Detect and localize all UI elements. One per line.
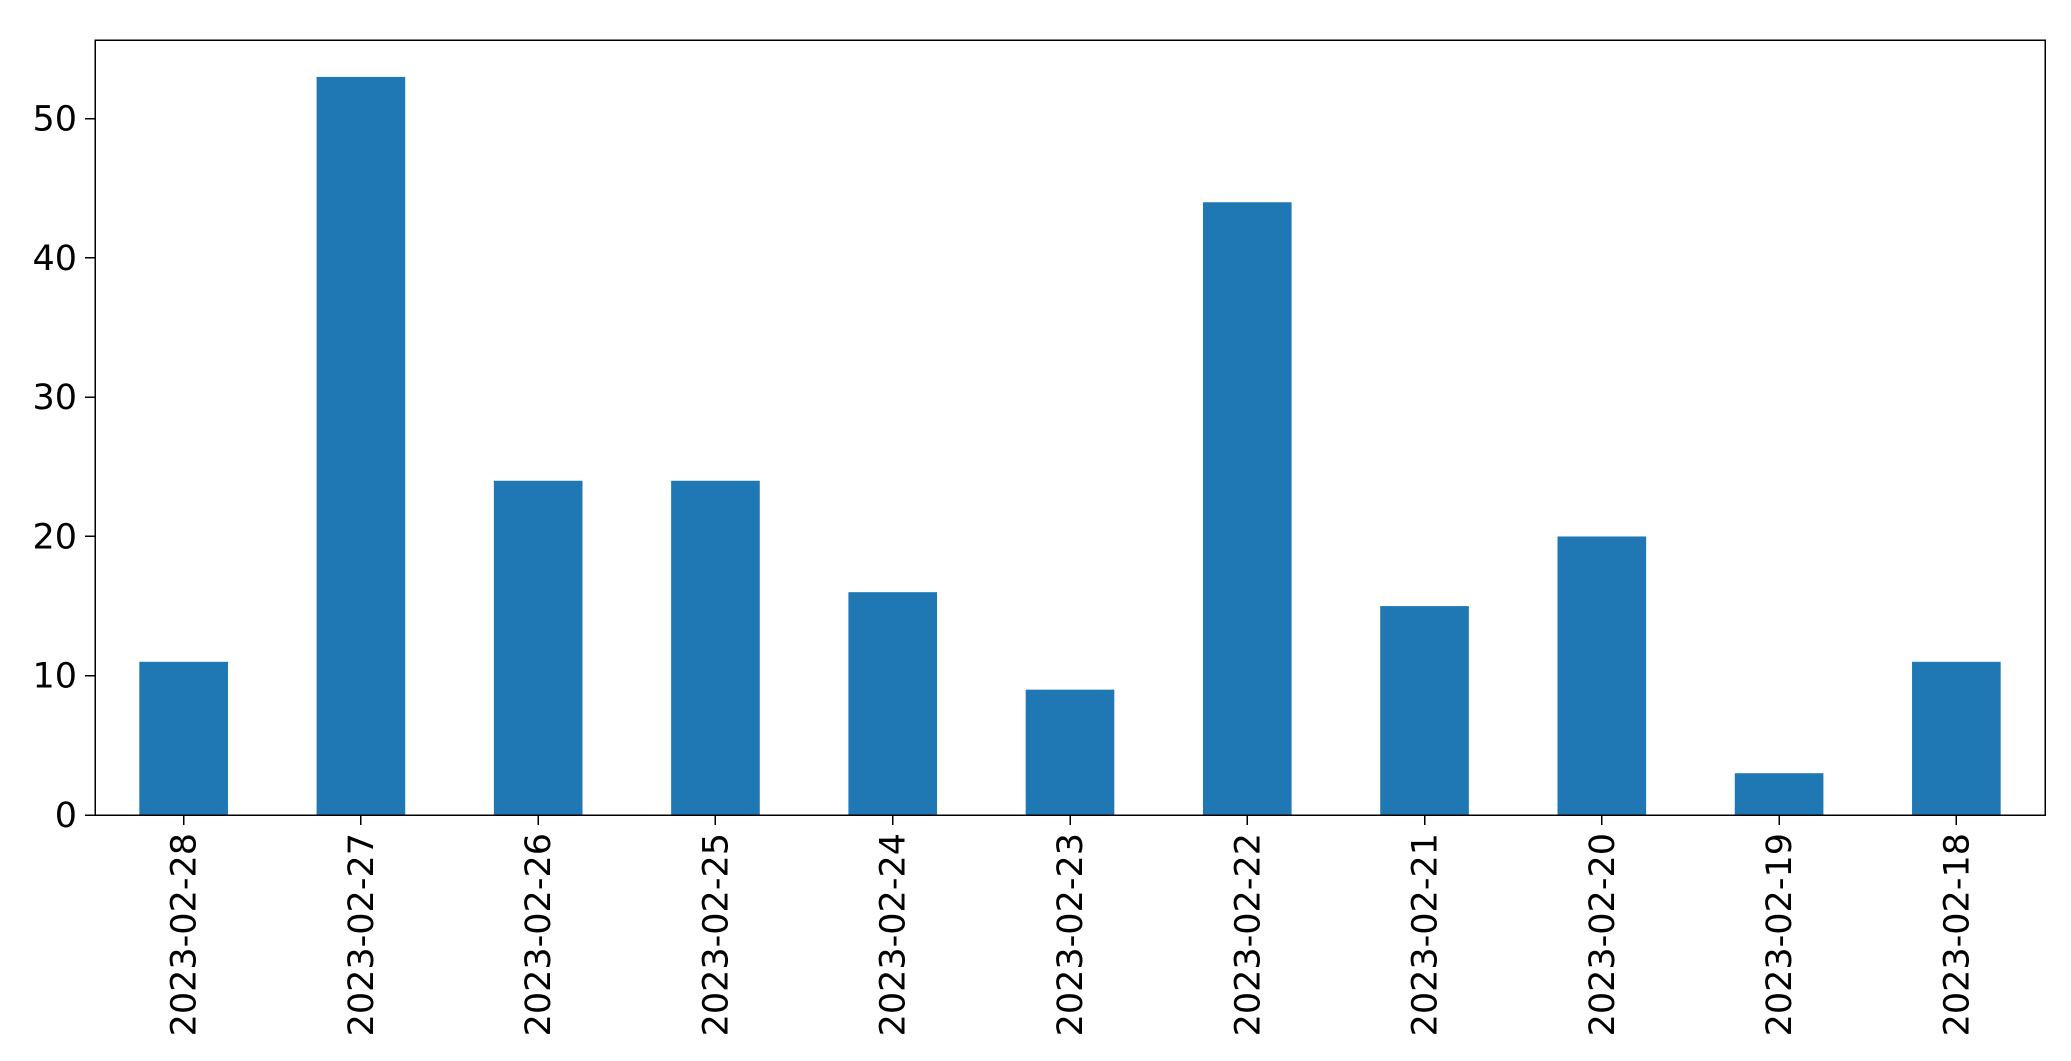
x-tick-label: 2023-02-18 bbox=[1937, 833, 1977, 1036]
y-tick-label: 30 bbox=[32, 378, 77, 418]
bar-2023-02-18 bbox=[1912, 661, 2001, 815]
bar-2023-02-23 bbox=[1025, 689, 1115, 815]
bar-2023-02-20 bbox=[1557, 536, 1647, 815]
x-tick-label: 2023-02-24 bbox=[874, 833, 914, 1036]
bar-2023-02-22 bbox=[1202, 202, 1292, 815]
x-axis: 2023-02-28 2023-02-27 2023-02-26 2023-02-25… bbox=[165, 815, 1977, 1036]
bar-2023-02-26 bbox=[493, 480, 583, 815]
x-tick-label: 2023-02-23 bbox=[1051, 833, 1091, 1036]
y-tick-label: 20 bbox=[32, 517, 77, 557]
bar-2023-02-24 bbox=[848, 592, 938, 815]
x-tick-label: 2023-02-25 bbox=[696, 833, 736, 1036]
y-tick-label: 50 bbox=[32, 100, 77, 140]
bar-2023-02-19 bbox=[1734, 773, 1824, 815]
bar-2023-02-28 bbox=[139, 661, 228, 815]
y-tick-label: 0 bbox=[55, 796, 77, 836]
y-tick-label: 10 bbox=[32, 657, 77, 697]
plot-frame bbox=[94, 39, 2046, 816]
x-tick-label: 2023-02-22 bbox=[1228, 833, 1268, 1036]
bar-2023-02-25 bbox=[671, 480, 760, 815]
x-tick-label: 2023-02-21 bbox=[1406, 833, 1446, 1036]
bar-2023-02-21 bbox=[1380, 606, 1469, 815]
y-axis: 0 10 20 30 40 50 bbox=[32, 100, 95, 836]
x-tick-label: 2023-02-19 bbox=[1760, 833, 1800, 1036]
bar-2023-02-27 bbox=[316, 76, 406, 815]
x-tick-label: 2023-02-28 bbox=[165, 833, 205, 1036]
x-tick-label: 2023-02-20 bbox=[1583, 833, 1623, 1036]
bars-group bbox=[139, 76, 2001, 815]
y-tick-label: 40 bbox=[32, 239, 77, 279]
x-tick-label: 2023-02-26 bbox=[519, 833, 559, 1036]
x-tick-label: 2023-02-27 bbox=[342, 833, 382, 1036]
